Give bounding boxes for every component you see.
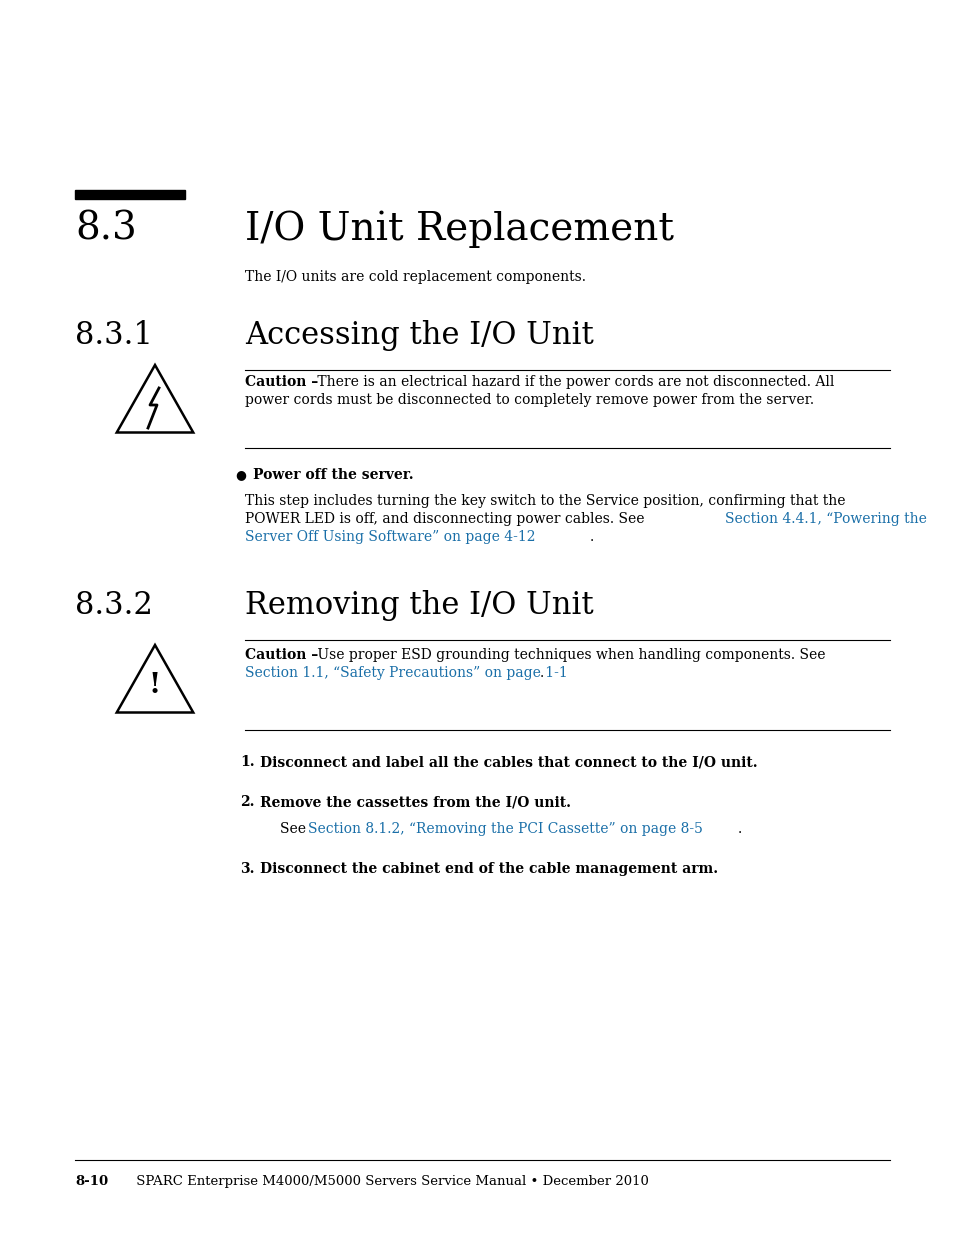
Text: The I/O units are cold replacement components.: The I/O units are cold replacement compo… bbox=[245, 270, 585, 284]
Text: .: . bbox=[589, 530, 594, 543]
Text: Use proper ESD grounding techniques when handling components. See: Use proper ESD grounding techniques when… bbox=[313, 648, 824, 662]
Text: 3.: 3. bbox=[240, 862, 254, 876]
Text: Disconnect and label all the cables that connect to the I/O unit.: Disconnect and label all the cables that… bbox=[260, 755, 757, 769]
Text: 8-10: 8-10 bbox=[75, 1174, 108, 1188]
Text: 8.3: 8.3 bbox=[75, 210, 136, 247]
Text: 2.: 2. bbox=[240, 795, 254, 809]
Text: 1.: 1. bbox=[240, 755, 254, 769]
Text: 8.3.2: 8.3.2 bbox=[75, 590, 152, 621]
Text: 8.3.1: 8.3.1 bbox=[75, 320, 152, 351]
Text: Disconnect the cabinet end of the cable management arm.: Disconnect the cabinet end of the cable … bbox=[260, 862, 718, 876]
Text: Section 8.1.2, “Removing the PCI Cassette” on page 8-5: Section 8.1.2, “Removing the PCI Cassett… bbox=[308, 823, 702, 836]
Bar bbox=[75, 190, 185, 199]
Text: !: ! bbox=[149, 672, 161, 699]
Text: See: See bbox=[280, 823, 310, 836]
Text: Section 1.1, “Safety Precautions” on page 1-1: Section 1.1, “Safety Precautions” on pag… bbox=[245, 666, 567, 680]
Text: SPARC Enterprise M4000/M5000 Servers Service Manual • December 2010: SPARC Enterprise M4000/M5000 Servers Ser… bbox=[115, 1174, 648, 1188]
Text: .: . bbox=[738, 823, 741, 836]
Text: Remove the cassettes from the I/O unit.: Remove the cassettes from the I/O unit. bbox=[260, 795, 571, 809]
Text: Power off the server.: Power off the server. bbox=[253, 468, 414, 482]
Text: Caution –: Caution – bbox=[245, 375, 318, 389]
Text: I/O Unit Replacement: I/O Unit Replacement bbox=[245, 210, 673, 247]
Text: ●: ● bbox=[234, 468, 246, 480]
Text: Removing the I/O Unit: Removing the I/O Unit bbox=[245, 590, 593, 621]
Text: Caution –: Caution – bbox=[245, 648, 318, 662]
Text: This step includes turning the key switch to the Service position, confirming th: This step includes turning the key switc… bbox=[245, 494, 844, 508]
Text: Section 4.4.1, “Powering the: Section 4.4.1, “Powering the bbox=[724, 513, 926, 526]
Text: Server Off Using Software” on page 4-12: Server Off Using Software” on page 4-12 bbox=[245, 530, 535, 543]
Text: power cords must be disconnected to completely remove power from the server.: power cords must be disconnected to comp… bbox=[245, 393, 813, 408]
Text: POWER LED is off, and disconnecting power cables. See: POWER LED is off, and disconnecting powe… bbox=[245, 513, 648, 526]
Text: .: . bbox=[539, 666, 543, 680]
Text: Accessing the I/O Unit: Accessing the I/O Unit bbox=[245, 320, 593, 351]
Text: There is an electrical hazard if the power cords are not disconnected. All: There is an electrical hazard if the pow… bbox=[313, 375, 834, 389]
